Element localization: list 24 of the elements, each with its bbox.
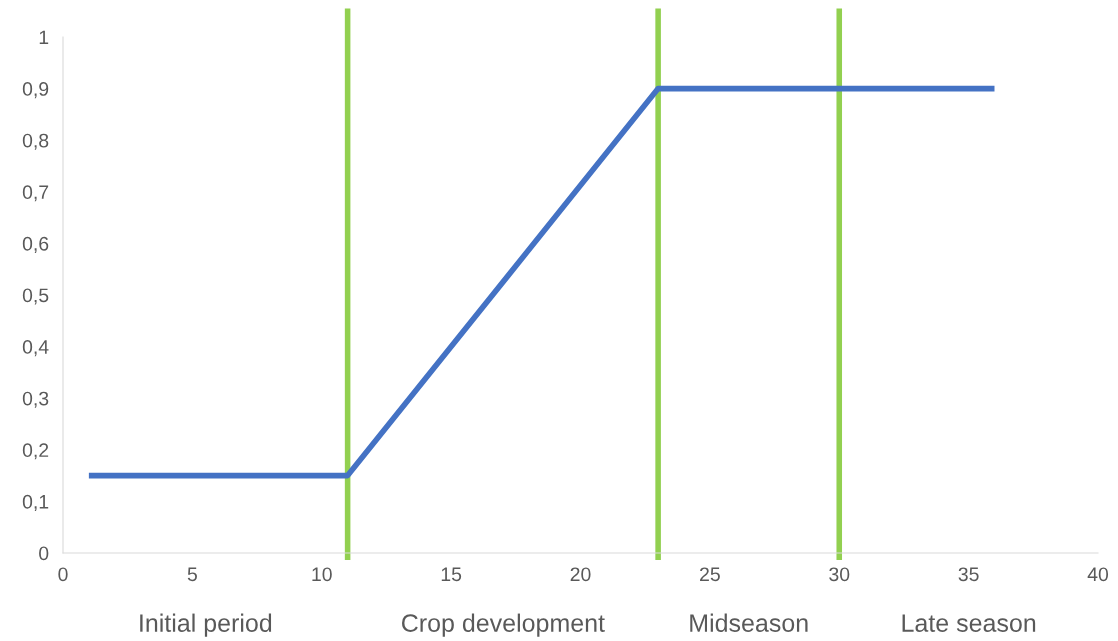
y-tick-label: 0,2: [22, 443, 49, 460]
text: Initial period: [140, 613, 272, 637]
y-tick-label: 0,3: [22, 391, 49, 408]
x-tick-label: 10: [312, 567, 332, 582]
y-tick-label: 1: [39, 30, 49, 45]
y-tick-label: 0,7: [22, 185, 49, 202]
x-tick-label: 15: [441, 567, 462, 582]
text: Late season: [902, 614, 1036, 632]
y-tick-label: 0,8: [22, 133, 49, 150]
y-tick-label: 0: [39, 546, 49, 561]
x-tick-label: 40: [1087, 567, 1109, 582]
x-tick-label: 5: [187, 567, 197, 582]
y-tick-label: 0,6: [22, 236, 49, 253]
text: Midseason: [690, 613, 808, 632]
x-tick-label: 0: [58, 567, 68, 582]
y-tick-label: 0,9: [22, 82, 49, 99]
x-tick-label: 30: [829, 567, 850, 582]
x-tick-label: 20: [570, 567, 591, 582]
text: Crop development: [402, 613, 605, 637]
y-tick-label: 0,1: [22, 494, 49, 511]
y-tick-label: 0,4: [22, 340, 49, 357]
x-tick-label: 35: [958, 567, 979, 582]
y-tick-label: 0,5: [22, 288, 49, 305]
x-tick-label: 25: [700, 567, 720, 582]
